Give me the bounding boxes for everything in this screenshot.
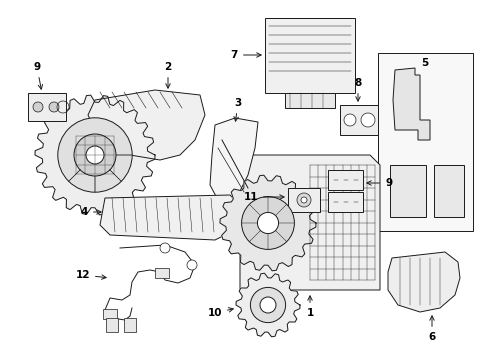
Bar bbox=[377, 53, 472, 231]
Text: 10: 10 bbox=[207, 308, 233, 318]
Circle shape bbox=[343, 114, 355, 126]
Text: 9: 9 bbox=[33, 62, 42, 89]
Polygon shape bbox=[387, 252, 459, 312]
Bar bbox=[287, 188, 319, 212]
Text: 7: 7 bbox=[230, 50, 261, 60]
Circle shape bbox=[49, 102, 59, 112]
Bar bbox=[327, 170, 362, 190]
Circle shape bbox=[301, 197, 306, 203]
Polygon shape bbox=[251, 291, 284, 319]
Polygon shape bbox=[240, 155, 379, 290]
Bar bbox=[155, 268, 169, 278]
Text: 5: 5 bbox=[421, 58, 428, 68]
Circle shape bbox=[241, 197, 294, 249]
Circle shape bbox=[74, 134, 116, 176]
Polygon shape bbox=[35, 95, 155, 215]
Bar bbox=[264, 18, 354, 93]
Polygon shape bbox=[220, 175, 315, 271]
Circle shape bbox=[250, 287, 285, 323]
Polygon shape bbox=[88, 90, 204, 160]
Polygon shape bbox=[236, 273, 299, 337]
Bar bbox=[389, 165, 425, 217]
Text: 3: 3 bbox=[233, 98, 241, 121]
Bar bbox=[124, 318, 136, 332]
Circle shape bbox=[296, 193, 310, 207]
Text: 1: 1 bbox=[306, 296, 313, 318]
Polygon shape bbox=[285, 93, 334, 108]
Text: 8: 8 bbox=[354, 78, 361, 101]
Polygon shape bbox=[209, 118, 258, 200]
Text: 12: 12 bbox=[75, 270, 106, 280]
Circle shape bbox=[58, 118, 132, 192]
Circle shape bbox=[33, 102, 43, 112]
Circle shape bbox=[186, 260, 197, 270]
Bar bbox=[339, 105, 377, 135]
Bar bbox=[327, 192, 362, 212]
Circle shape bbox=[260, 297, 275, 313]
Circle shape bbox=[86, 146, 104, 164]
Bar bbox=[106, 318, 118, 332]
Bar bbox=[28, 93, 66, 121]
Text: 11: 11 bbox=[243, 192, 284, 202]
Text: 4: 4 bbox=[81, 207, 101, 217]
Circle shape bbox=[160, 243, 170, 253]
Text: 2: 2 bbox=[164, 62, 171, 88]
Polygon shape bbox=[100, 195, 240, 240]
Bar bbox=[433, 165, 463, 217]
Polygon shape bbox=[392, 68, 429, 140]
Bar bbox=[103, 309, 117, 319]
Circle shape bbox=[257, 212, 278, 234]
Circle shape bbox=[360, 113, 374, 127]
Text: 6: 6 bbox=[427, 316, 435, 342]
Text: 9: 9 bbox=[366, 178, 391, 188]
